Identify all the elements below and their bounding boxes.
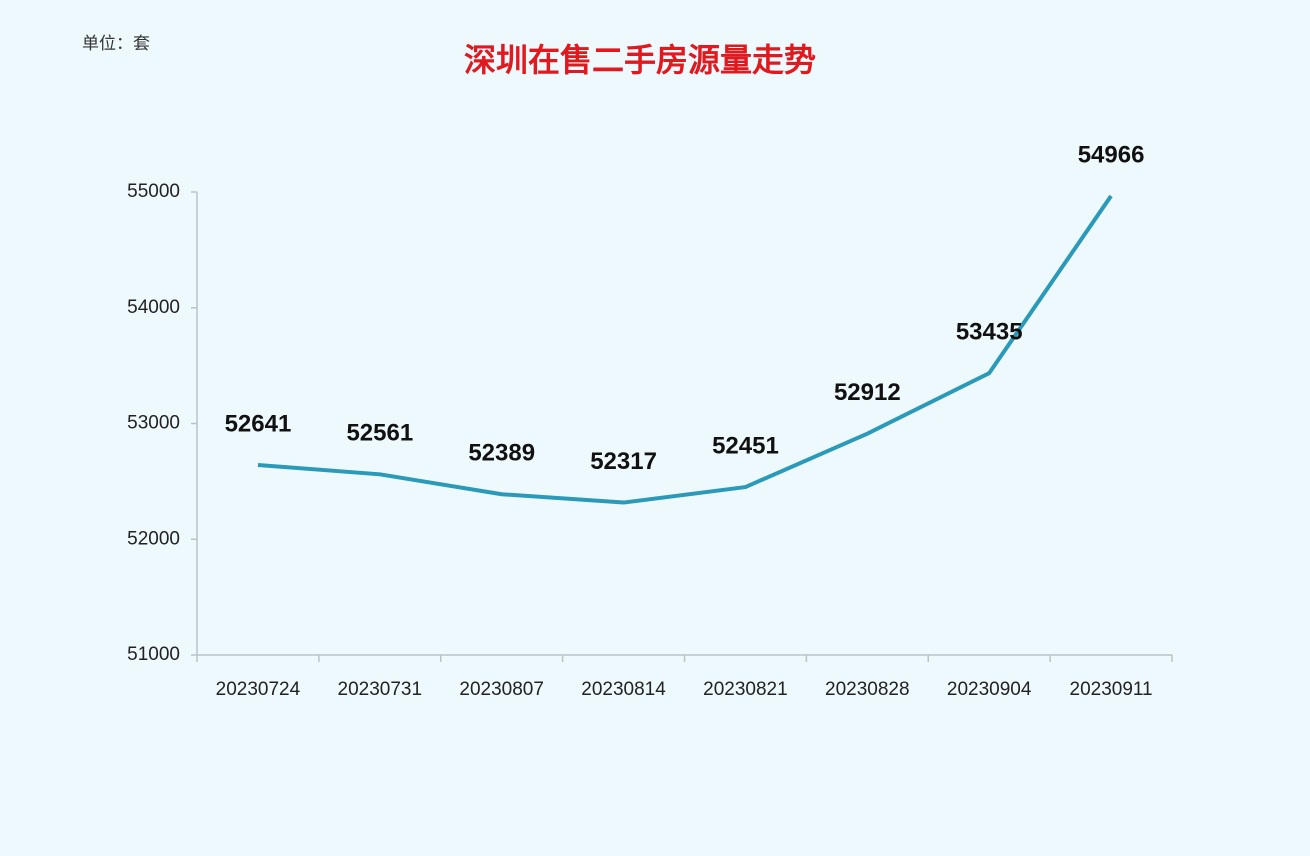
data-label: 52389	[468, 440, 535, 467]
x-tick-label: 20230911	[1070, 679, 1153, 700]
data-label: 53435	[956, 318, 1023, 345]
x-tick-label: 20230821	[703, 679, 788, 700]
data-label: 54966	[1078, 141, 1145, 168]
unit-label: 单位：套	[82, 34, 150, 54]
line	[257, 194, 1113, 505]
x-tick-label: 20230828	[825, 679, 910, 700]
y-tick-label: 53000	[127, 413, 180, 434]
data-label: 52912	[834, 379, 901, 406]
y-tick-label: 55000	[127, 181, 180, 202]
x-tick-label: 20230724	[216, 679, 301, 700]
data-label: 52641	[225, 410, 292, 437]
x-tick-label: 20230807	[459, 679, 544, 700]
data-label: 52317	[590, 448, 657, 475]
data-label: 52561	[346, 420, 413, 447]
chart-title: 深圳在售二手房源量走势	[464, 41, 816, 79]
y-tick-label: 52000	[127, 528, 180, 549]
x-tick-label: 20230904	[947, 679, 1032, 700]
data-label: 52451	[712, 432, 779, 459]
y-tick-label: 54000	[127, 297, 180, 318]
y-tick-label: 51000	[127, 644, 180, 665]
x-tick-label: 20230814	[581, 679, 666, 700]
x-tick-label: 20230731	[338, 679, 423, 700]
